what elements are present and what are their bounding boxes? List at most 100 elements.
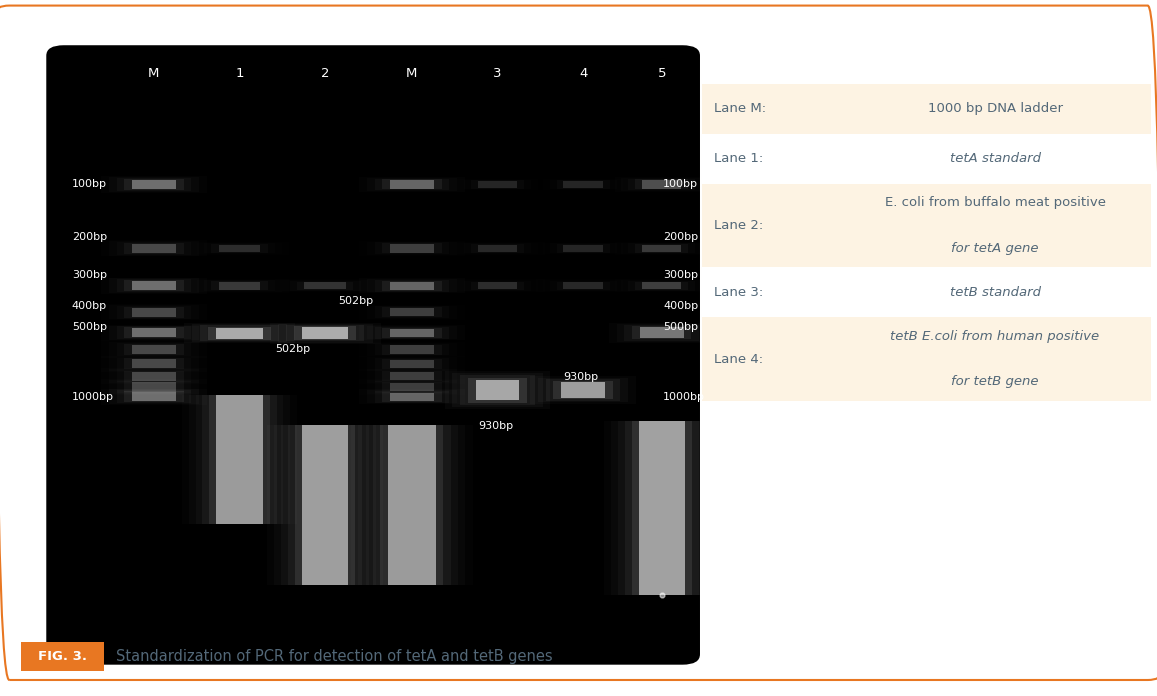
- Bar: [543, 179, 624, 190]
- Bar: [561, 382, 605, 397]
- Bar: [101, 304, 207, 320]
- Bar: [109, 305, 199, 319]
- Text: 1000 bp DNA ladder: 1000 bp DNA ladder: [928, 102, 1062, 115]
- Text: 502bp: 502bp: [275, 345, 310, 354]
- Bar: [375, 179, 449, 190]
- Bar: [132, 281, 176, 290]
- Bar: [304, 283, 346, 290]
- Bar: [101, 278, 207, 294]
- Text: FIG. 3.: FIG. 3.: [38, 650, 87, 663]
- Bar: [196, 395, 283, 523]
- Bar: [367, 279, 457, 292]
- Bar: [381, 425, 443, 585]
- Bar: [457, 243, 538, 254]
- Bar: [373, 425, 451, 585]
- Bar: [382, 328, 442, 338]
- Bar: [640, 327, 684, 338]
- Bar: [359, 305, 465, 319]
- Bar: [132, 308, 176, 317]
- FancyBboxPatch shape: [46, 45, 700, 665]
- Bar: [557, 180, 610, 189]
- Bar: [132, 359, 176, 368]
- Bar: [117, 343, 191, 356]
- Bar: [617, 324, 707, 342]
- Bar: [275, 280, 375, 292]
- Text: 400bp: 400bp: [663, 301, 698, 311]
- Text: 930bp: 930bp: [563, 372, 598, 382]
- Bar: [367, 343, 457, 356]
- Bar: [375, 370, 449, 382]
- Bar: [359, 369, 465, 383]
- Bar: [294, 326, 356, 340]
- Bar: [367, 242, 457, 255]
- Bar: [367, 326, 457, 340]
- Text: 3: 3: [493, 67, 502, 79]
- Bar: [471, 282, 524, 290]
- Text: Lane 3:: Lane 3:: [714, 286, 764, 299]
- Text: for tetA gene: for tetA gene: [951, 242, 1039, 255]
- Bar: [219, 245, 260, 252]
- Bar: [382, 392, 442, 402]
- Bar: [530, 377, 636, 404]
- Bar: [390, 383, 434, 391]
- Bar: [702, 317, 839, 401]
- Bar: [375, 381, 449, 393]
- Bar: [124, 345, 184, 355]
- Text: 2: 2: [320, 67, 330, 79]
- Bar: [621, 243, 702, 254]
- Bar: [286, 325, 364, 342]
- Bar: [202, 395, 277, 523]
- Bar: [190, 279, 289, 292]
- Bar: [208, 326, 271, 340]
- Bar: [550, 281, 617, 291]
- Bar: [464, 281, 531, 291]
- Text: 502bp: 502bp: [338, 296, 373, 306]
- Bar: [702, 184, 839, 267]
- Bar: [614, 242, 709, 255]
- Text: 400bp: 400bp: [72, 301, 106, 311]
- Bar: [375, 306, 449, 318]
- Bar: [270, 322, 381, 344]
- Bar: [101, 379, 207, 395]
- Bar: [101, 342, 207, 358]
- Text: 1000bp: 1000bp: [663, 392, 705, 402]
- Bar: [182, 395, 297, 523]
- Bar: [382, 382, 442, 392]
- Bar: [702, 84, 839, 134]
- Bar: [359, 177, 465, 192]
- Bar: [109, 369, 199, 383]
- Bar: [611, 421, 713, 595]
- Bar: [375, 242, 449, 254]
- Bar: [190, 242, 289, 255]
- Bar: [124, 243, 184, 254]
- Bar: [609, 323, 715, 343]
- Bar: [200, 326, 279, 341]
- Bar: [553, 381, 613, 400]
- Bar: [124, 381, 184, 393]
- Bar: [460, 375, 535, 404]
- Bar: [281, 425, 369, 585]
- Text: 300bp: 300bp: [663, 270, 698, 280]
- Bar: [212, 244, 267, 253]
- Bar: [563, 181, 603, 188]
- Text: 100bp: 100bp: [663, 180, 698, 189]
- Bar: [359, 356, 465, 372]
- Bar: [216, 395, 263, 523]
- Bar: [543, 280, 624, 292]
- Bar: [282, 280, 368, 292]
- Text: 300bp: 300bp: [72, 270, 106, 280]
- Bar: [295, 425, 355, 585]
- Bar: [359, 379, 465, 395]
- Bar: [621, 280, 702, 292]
- Bar: [382, 345, 442, 355]
- Text: tetA standard: tetA standard: [950, 152, 1040, 165]
- Bar: [124, 358, 184, 370]
- Bar: [563, 245, 603, 252]
- Bar: [464, 180, 531, 189]
- Text: Lane 4:: Lane 4:: [714, 353, 762, 365]
- Bar: [390, 244, 434, 253]
- Bar: [204, 244, 275, 253]
- Bar: [375, 391, 449, 402]
- Bar: [367, 306, 457, 319]
- Bar: [635, 244, 688, 253]
